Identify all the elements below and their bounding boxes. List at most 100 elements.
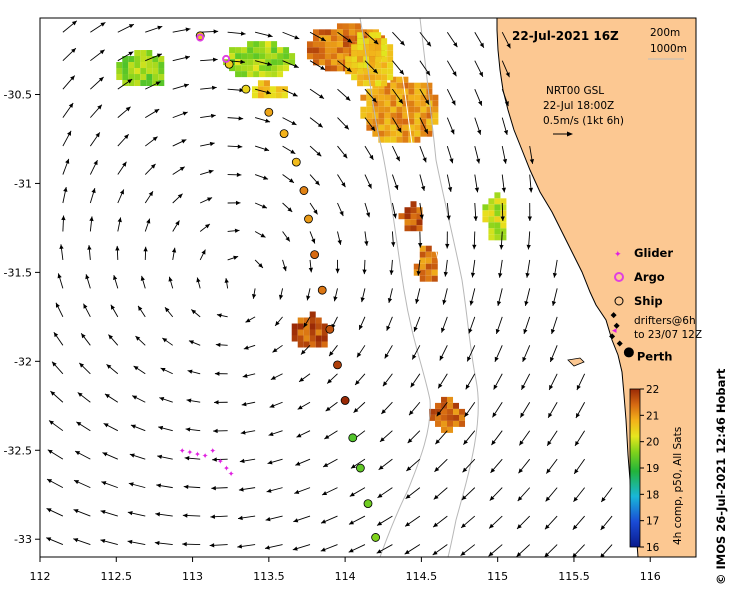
current-vector [309,202,318,215]
current-vector [308,259,314,273]
current-legend-model: NRT00 GSL [546,85,604,97]
current-vector [493,373,503,390]
current-vector [100,510,118,517]
sst-patch [116,50,165,87]
ship-observation [299,186,309,195]
current-vector [62,102,74,118]
colorbar-tick-label: 21 [646,410,659,422]
current-vector [144,218,151,232]
current-legend-time: 22-Jul 18:00Z [543,100,614,112]
current-vector [227,200,241,206]
current-vector [53,331,64,346]
current-vector [62,75,76,90]
current-vector [295,458,311,466]
current-vector [87,245,92,260]
current-vector [254,231,266,238]
current-vector [551,288,558,306]
current-vector [214,400,228,405]
map-title: 22-Jul-2021 16Z [512,29,619,43]
current-vector [212,457,228,462]
current-vector [155,512,173,517]
current-vector [439,345,448,361]
current-vector [376,515,393,526]
current-vector [117,78,133,90]
current-vector [238,487,256,492]
current-vector [468,316,476,334]
isobath-layer [359,18,479,557]
current-vector [600,544,613,557]
current-vector [384,345,393,359]
current-vector [337,231,342,245]
ship-observation [371,533,381,542]
ship-observation [325,324,335,334]
current-vector [298,373,311,383]
current-vector [168,276,174,289]
current-vector [446,60,457,77]
current-vector [89,159,98,175]
current-vector [73,479,91,489]
current-vector [292,544,311,551]
current-vector [309,117,323,128]
perth-marker [623,347,634,358]
current-vector [200,169,214,175]
glider-legend-icon: ✦ [614,250,622,260]
current-vector [572,515,585,530]
current-vector [445,231,450,249]
plot-frame [39,17,697,558]
ship-legend: Ship [614,294,663,308]
current-vector [419,31,432,47]
current-vector [140,275,146,289]
current-vector [50,390,64,403]
current-vector [320,544,338,552]
current-vector [575,402,586,419]
sst-patch [291,311,328,348]
current-vector [441,316,448,333]
current-vector [309,88,325,99]
current-vector [254,259,264,269]
current-vector [237,515,256,521]
current-vector [462,458,476,473]
current-vector [353,401,366,413]
current-vector [274,316,283,327]
current-vector [474,174,480,193]
current-vector [337,60,352,73]
drifter-legend-line1: drifters@6h [634,315,696,327]
ship-observation [310,250,320,259]
current-vector [391,231,396,247]
isobath-line [394,18,447,291]
current-vector [227,116,244,121]
current-vector [364,31,379,45]
current-vector [303,316,311,328]
current-vector [474,60,484,77]
current-vector [576,373,586,391]
current-vector [254,60,273,67]
current-vector [545,487,558,502]
current-vector [552,259,558,278]
plot-area: ✦ ✦ ✦ ✦✦✦✦✦ [46,18,696,557]
current-vector [79,362,91,375]
current-vector [196,277,201,289]
current-vector [419,202,424,220]
current-vector [333,288,338,302]
current-vector [379,430,393,443]
current-vector [525,259,531,278]
current-vector [491,430,503,446]
current-vector [267,458,283,465]
current-vector [164,307,174,318]
current-vector [145,81,161,90]
current-vector [499,231,504,250]
current-vector [89,188,96,204]
sst-patch [251,80,288,99]
current-vector [517,487,531,502]
y-tick-label: -31 [14,177,32,190]
current-vector [73,509,91,517]
current-vector [443,259,448,277]
argo-legend-label: Argo [634,270,665,284]
current-vector [103,422,119,432]
current-vector [550,316,558,335]
current-vector [264,544,283,550]
current-vector [242,373,256,378]
current-vector [185,427,201,432]
current-vector [74,450,91,460]
current-vector [282,259,287,272]
